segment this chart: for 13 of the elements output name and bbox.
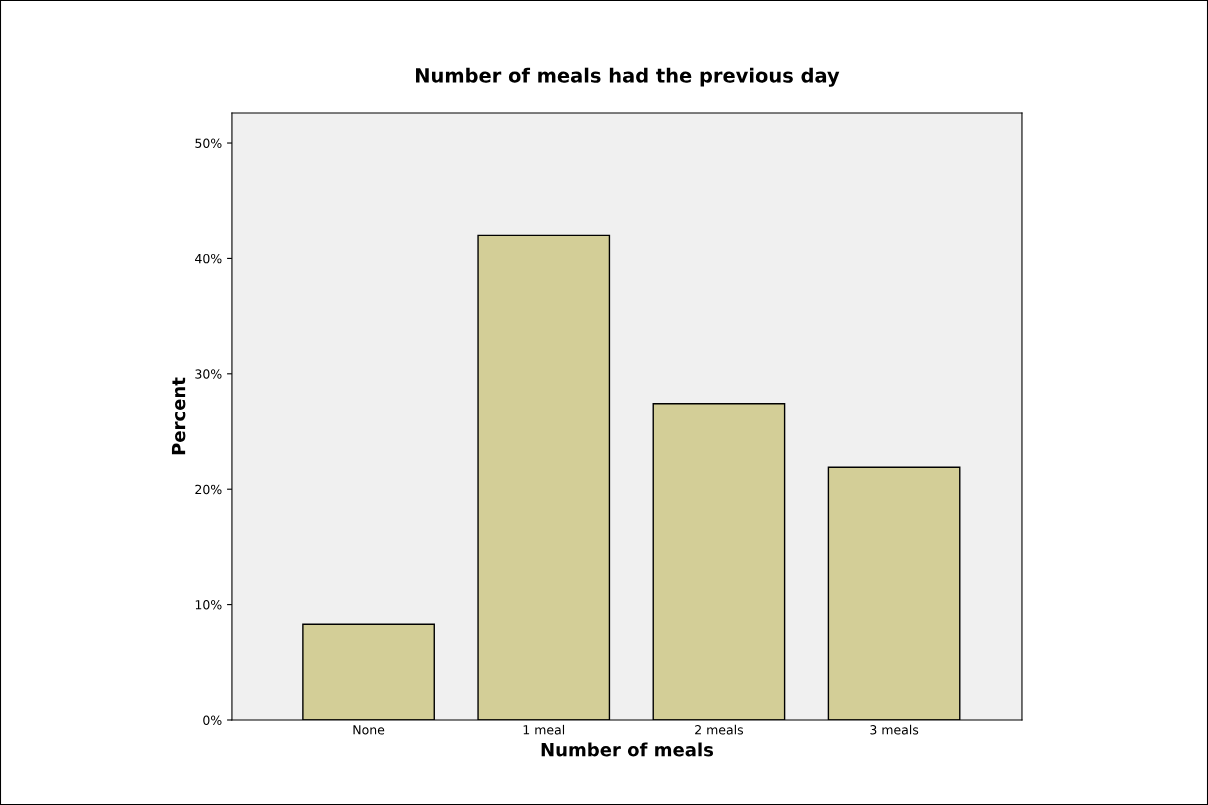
y-axis-title: Percent [171, 377, 186, 455]
chart-title: Number of meals had the previous day [416, 67, 840, 87]
y-tick-label: 20% [195, 484, 222, 495]
x-tick-label: 3 meals [870, 724, 919, 735]
y-tick-label: 40% [195, 253, 222, 264]
y-tick-label: 0% [203, 715, 222, 725]
x-tick-label: None [353, 725, 385, 735]
y-tick-label: 30% [195, 369, 222, 379]
y-tick-label: 50% [195, 138, 222, 148]
x-axis-title: Number of meals [541, 742, 714, 757]
x-tick-label: 2 meals [695, 724, 744, 735]
x-tick-label: 1 meal [523, 724, 565, 735]
y-tick-label: 10% [195, 600, 222, 610]
